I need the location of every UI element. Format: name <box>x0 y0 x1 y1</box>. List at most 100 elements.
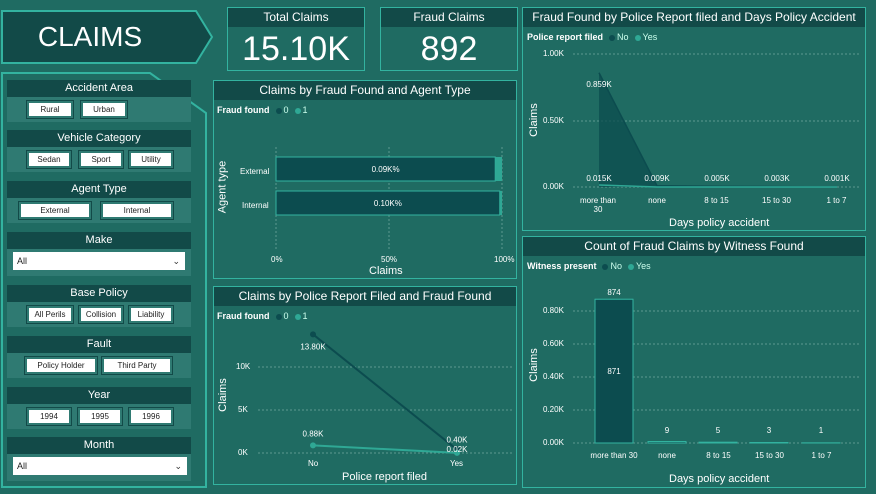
data-label: 0.10K% <box>374 199 402 208</box>
filter-option-urban[interactable]: Urban <box>80 100 128 119</box>
y-axis-label: Claims <box>527 348 540 382</box>
x-tick-label: more than 30 <box>590 451 638 460</box>
filter-option-collision[interactable]: Collision <box>78 305 124 324</box>
police-report-chart-svg: 13.80K 0.40K 0.88K 0.02K <box>258 331 512 456</box>
days-policy-chart-svg: 0.859K 0.015K 0.009K 0.005K 0.003K 0.001K <box>573 53 861 188</box>
agent-type-chart-panel: Claims by Fraud Found and Agent Type Fra… <box>213 80 517 279</box>
page-title: CLAIMS <box>37 21 143 52</box>
police-report-chart-panel: Claims by Police Report Filed and Fraud … <box>213 286 517 485</box>
filter-option-liability[interactable]: Liability <box>128 305 174 324</box>
make-dropdown[interactable]: All ⌄ <box>13 252 185 270</box>
x-tick-label: 8 to 15 <box>704 196 729 205</box>
data-point <box>310 331 316 338</box>
filter-agent-type: Agent Type External Internal <box>7 181 191 223</box>
make-dropdown-value: All <box>17 256 28 266</box>
filter-option-1996[interactable]: 1996 <box>128 407 174 426</box>
filter-fault: Fault Policy Holder Third Party <box>7 336 191 378</box>
y-axis-label: Claims <box>216 378 229 412</box>
legend-entry-1: 1 <box>302 105 308 115</box>
kpi-fraud-claims-value: 892 <box>420 30 478 68</box>
legend-title: Police report filed <box>527 32 604 42</box>
chart-legend: Witness present No Yes <box>527 261 651 271</box>
y-tick-label: 0.20K <box>543 405 564 414</box>
filter-option-utility[interactable]: Utility <box>128 150 174 169</box>
filter-accident-area-title: Accident Area <box>7 80 191 97</box>
series-area <box>599 72 837 187</box>
legend-entry-0: No <box>617 32 629 42</box>
legend-swatch-1 <box>627 263 634 270</box>
y-tick-label: 0.60K <box>543 339 564 348</box>
data-label: 9 <box>665 426 670 435</box>
title-banner <box>1 10 214 64</box>
data-label: 0.001K <box>824 174 850 183</box>
chart-title: Count of Fraud Claims by Witness Found <box>523 237 865 256</box>
legend-title: Witness present <box>527 261 597 271</box>
bar-segment <box>495 157 502 181</box>
x-tick-label: more than 30 <box>579 196 617 214</box>
kpi-total-claims-label: Total Claims <box>228 8 364 27</box>
filter-vehicle-category: Vehicle Category Sedan Sport Utility <box>7 130 191 172</box>
y-axis-label: Claims <box>527 103 540 137</box>
y-tick-label: 5K <box>238 405 248 414</box>
filter-option-1994[interactable]: 1994 <box>26 407 72 426</box>
x-tick-label: 100% <box>494 255 515 264</box>
legend-entry-0: No <box>610 261 622 271</box>
legend-swatch-0 <box>275 313 282 320</box>
data-label: 0.009K <box>644 174 670 183</box>
kpi-total-claims-value: 15.10K <box>242 30 350 68</box>
y-tick-label: 0.40K <box>543 372 564 381</box>
days-policy-chart-panel: Fraud Found by Police Report filed and D… <box>522 7 866 231</box>
filter-accident-area: Accident Area Rural Urban <box>7 80 191 122</box>
filter-month-title: Month <box>7 437 191 454</box>
y-tick-label: 0.00K <box>543 182 564 191</box>
filter-option-internal[interactable]: Internal <box>100 201 174 220</box>
kpi-total-claims: Total Claims 15.10K <box>227 7 365 71</box>
x-tick-label: 1 to 7 <box>826 196 847 205</box>
legend-entry-0: 0 <box>283 311 289 321</box>
x-axis-label: Claims <box>369 265 403 277</box>
x-tick-label: none <box>648 196 666 205</box>
legend-swatch-1 <box>634 34 641 41</box>
filter-option-third-party[interactable]: Third Party <box>101 356 173 375</box>
filter-make: Make All ⌄ <box>7 232 191 276</box>
category-label-external: External <box>240 167 270 176</box>
filter-make-title: Make <box>7 232 191 249</box>
data-label: 874 <box>607 288 621 297</box>
agent-type-chart-svg: 0.09K% 0.10K% <box>275 147 503 249</box>
x-tick-label: 8 to 15 <box>706 451 731 460</box>
month-dropdown[interactable]: All ⌄ <box>13 457 187 475</box>
data-label: 0.02K <box>447 445 469 454</box>
filter-option-1995[interactable]: 1995 <box>77 407 123 426</box>
x-axis-label: Days policy accident <box>669 473 770 485</box>
filter-option-rural[interactable]: Rural <box>26 100 74 119</box>
legend-entry-1: Yes <box>642 32 658 42</box>
filter-option-sedan[interactable]: Sedan <box>26 150 72 169</box>
kpi-fraud-claims: Fraud Claims 892 <box>380 7 518 71</box>
y-tick-label: 10K <box>236 362 251 371</box>
kpi-fraud-claims-label: Fraud Claims <box>381 8 517 27</box>
chevron-down-icon: ⌄ <box>172 256 180 266</box>
filter-option-policy-holder[interactable]: Policy Holder <box>24 356 98 375</box>
x-tick-label: 50% <box>381 255 398 264</box>
data-point <box>310 442 316 449</box>
filter-option-sport[interactable]: Sport <box>78 150 124 169</box>
series-line <box>312 333 458 451</box>
y-tick-label: 0.50K <box>543 116 564 125</box>
chart-legend: Fraud found 0 1 <box>217 105 308 115</box>
data-point <box>454 449 460 456</box>
data-label: 5 <box>716 426 721 435</box>
legend-swatch-0 <box>609 34 616 41</box>
y-tick-label: 0.00K <box>543 438 564 447</box>
legend-swatch-0 <box>275 107 282 114</box>
x-axis-label: Days policy accident <box>669 217 770 229</box>
chart-title: Claims by Fraud Found and Agent Type <box>214 81 516 100</box>
filter-option-all-perils[interactable]: All Perils <box>26 305 74 324</box>
data-label: 0.859K <box>586 80 612 89</box>
chart-legend: Fraud found 0 1 <box>217 311 308 321</box>
filter-fault-title: Fault <box>7 336 191 353</box>
data-label: 871 <box>607 367 621 376</box>
chart-title: Claims by Police Report Filed and Fraud … <box>214 287 516 306</box>
x-tick-label: 15 to 30 <box>755 451 784 460</box>
legend-swatch-1 <box>294 313 301 320</box>
filter-option-external[interactable]: External <box>18 201 92 220</box>
